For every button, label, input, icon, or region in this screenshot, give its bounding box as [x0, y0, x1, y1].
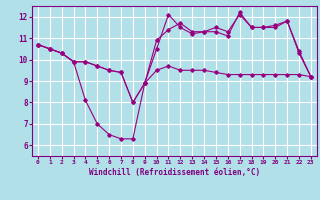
X-axis label: Windchill (Refroidissement éolien,°C): Windchill (Refroidissement éolien,°C)	[89, 168, 260, 177]
